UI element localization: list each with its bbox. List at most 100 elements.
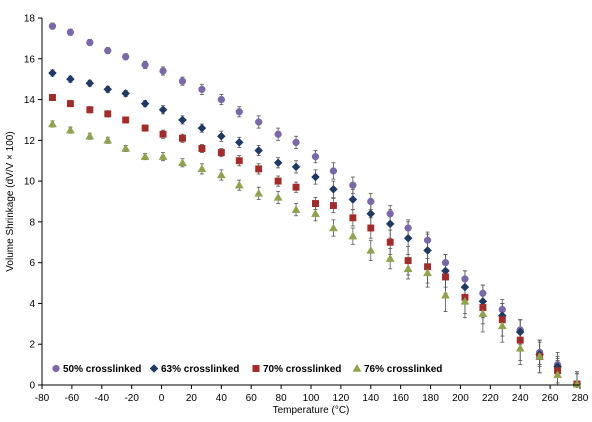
x-tick-label: 20 bbox=[186, 393, 198, 404]
data-point-series-3 bbox=[104, 110, 112, 118]
data-point-series-2 bbox=[366, 209, 376, 219]
data-point-series-4 bbox=[121, 143, 131, 152]
data-point-series-2 bbox=[158, 105, 168, 115]
x-tick-label: 280 bbox=[572, 393, 589, 404]
data-point-series-3 bbox=[367, 224, 375, 232]
data-point-series-4 bbox=[254, 188, 264, 197]
x-tick-label: 120 bbox=[333, 393, 350, 404]
data-point-series-4 bbox=[403, 264, 413, 273]
x-tick-label: 0 bbox=[159, 393, 165, 404]
data-point-series-1 bbox=[104, 46, 112, 55]
data-point-series-4 bbox=[478, 309, 488, 317]
data-point-series-4 bbox=[497, 321, 507, 330]
data-point-series-3 bbox=[442, 273, 449, 281]
data-point-series-3 bbox=[255, 165, 263, 173]
data-point-series-3 bbox=[235, 157, 243, 165]
y-tick-label: 16 bbox=[24, 54, 36, 65]
x-tick-label: 240 bbox=[512, 393, 529, 404]
x-tick-label: 260 bbox=[542, 393, 559, 404]
y-tick-label: 4 bbox=[29, 299, 35, 310]
data-point-series-1 bbox=[122, 53, 130, 61]
data-point-series-1 bbox=[255, 118, 263, 126]
data-point-series-4 bbox=[460, 296, 470, 305]
data-point-series-4 bbox=[553, 370, 563, 379]
data-point-series-2 bbox=[348, 195, 358, 204]
x-tick-label: 200 bbox=[452, 393, 469, 404]
data-point-series-3 bbox=[86, 106, 94, 114]
y-tick-label: 18 bbox=[24, 14, 36, 25]
legend-item: 70% crosslinked bbox=[252, 364, 341, 375]
data-point-series-4 bbox=[85, 131, 95, 140]
data-point-series-1 bbox=[159, 67, 167, 75]
data-point-series-1 bbox=[349, 181, 357, 189]
data-point-series-3 bbox=[179, 134, 186, 142]
data-point-series-2 bbox=[329, 184, 338, 194]
data-point-series-3 bbox=[141, 124, 149, 132]
data-point-series-4 bbox=[423, 268, 432, 277]
data-point-series-1 bbox=[311, 152, 320, 161]
legend-marker bbox=[252, 365, 260, 372]
data-point-series-3 bbox=[329, 202, 337, 210]
data-point-series-3 bbox=[274, 177, 282, 185]
x-tick-label: 180 bbox=[422, 393, 439, 404]
legend-marker bbox=[52, 364, 60, 373]
data-point-series-4 bbox=[366, 245, 376, 254]
data-point-series-4 bbox=[140, 152, 150, 160]
y-tick-label: 14 bbox=[24, 95, 36, 106]
y-tick-label: 10 bbox=[24, 177, 36, 188]
legend-marker bbox=[352, 363, 362, 372]
data-point-series-1 bbox=[441, 259, 450, 267]
x-tick-label: -80 bbox=[35, 393, 50, 404]
data-point-series-1 bbox=[141, 61, 149, 69]
data-point-series-2 bbox=[140, 99, 150, 108]
legend-label: 70% crosslinked bbox=[263, 364, 341, 375]
data-point-series-1 bbox=[404, 224, 412, 232]
data-point-series-3 bbox=[66, 100, 74, 108]
data-point-series-3 bbox=[159, 130, 167, 138]
x-tick-label: 140 bbox=[362, 393, 379, 404]
data-point-series-2 bbox=[291, 162, 301, 172]
data-point-series-3 bbox=[386, 238, 394, 246]
data-point-series-2 bbox=[385, 219, 395, 229]
y-tick-label: 8 bbox=[29, 217, 35, 228]
data-point-series-1 bbox=[423, 236, 432, 244]
data-point-series-2 bbox=[66, 74, 75, 84]
data-point-series-1 bbox=[178, 77, 187, 85]
legend-label: 63% crosslinked bbox=[161, 364, 239, 375]
data-point-series-4 bbox=[441, 290, 450, 299]
legend: 50% crosslinked 63% crosslinked 70% crossl… bbox=[52, 363, 442, 375]
data-point-series-2 bbox=[216, 131, 226, 141]
data-point-series-1 bbox=[479, 289, 487, 297]
data-point-series-3 bbox=[122, 116, 130, 124]
data-point-series-2 bbox=[460, 282, 470, 292]
data-point-series-4 bbox=[65, 125, 75, 134]
data-point-series-4 bbox=[234, 180, 244, 189]
y-tick-label: 6 bbox=[29, 258, 35, 269]
y-tick-label: 0 bbox=[29, 381, 35, 392]
x-tick-label: 160 bbox=[392, 393, 409, 404]
x-axis-ticks: -80 -60 -40 -20 0 20 40 60 80 100 120 140 160 180 200 2… bbox=[35, 385, 589, 404]
legend-marker bbox=[149, 364, 159, 373]
data-point-series-2 bbox=[234, 138, 244, 147]
data-point-series-2 bbox=[273, 158, 283, 168]
data-point-series-1 bbox=[292, 138, 300, 147]
data-point-series-4 bbox=[273, 192, 283, 201]
data-point-series-4 bbox=[103, 135, 113, 144]
legend-item: 63% crosslinked bbox=[149, 364, 239, 375]
data-point-series-4 bbox=[48, 119, 57, 128]
data-point-series-3 bbox=[198, 145, 206, 152]
data-point-series-2 bbox=[85, 78, 95, 88]
data-point-series-3 bbox=[217, 149, 225, 157]
data-point-series-2 bbox=[403, 233, 413, 243]
x-tick-label: 100 bbox=[303, 393, 320, 404]
data-point-series-4 bbox=[348, 231, 358, 240]
data-point-series-1 bbox=[66, 28, 75, 36]
x-tick-label: -40 bbox=[95, 393, 110, 404]
x-tick-label: 220 bbox=[482, 393, 499, 404]
data-point-series-4 bbox=[178, 158, 187, 167]
data-point-series-3 bbox=[49, 94, 56, 101]
data-point-series-4 bbox=[158, 152, 168, 160]
data-point-series-1 bbox=[48, 22, 57, 30]
data-point-series-2 bbox=[178, 115, 187, 125]
